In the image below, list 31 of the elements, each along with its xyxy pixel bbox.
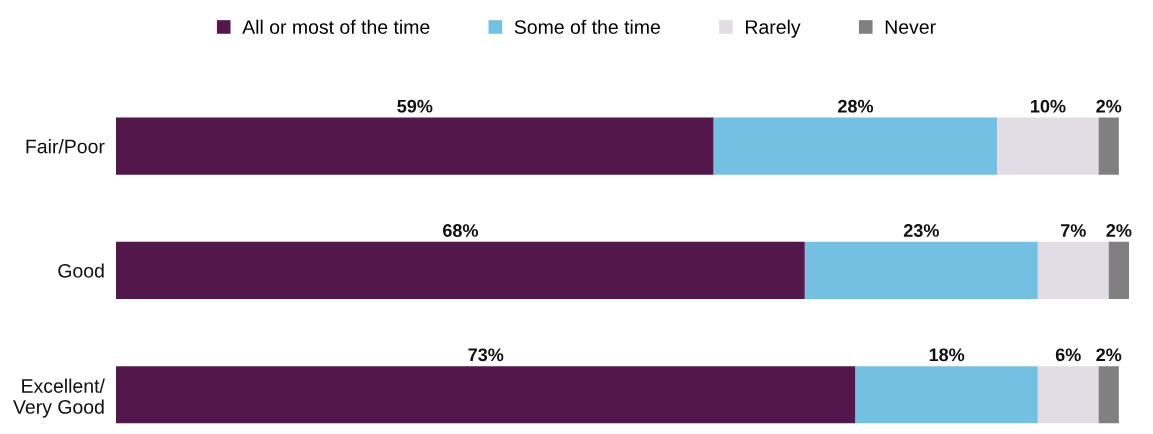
bar (1098, 366, 1119, 424)
legend-label: All or most of the time (242, 19, 430, 34)
bar (1037, 366, 1099, 424)
legend-label: Rarely (746, 19, 801, 38)
bar (804, 241, 1038, 300)
data-label: 2% (1106, 224, 1132, 237)
bar (713, 117, 998, 175)
data-label: 2% (1096, 99, 1122, 113)
bar (1098, 117, 1119, 175)
bar (116, 117, 714, 175)
data-label: 6% (1055, 348, 1081, 362)
data-label: 18% (929, 348, 965, 362)
data-label: 2% (1096, 348, 1122, 362)
data-label: 7% (1061, 224, 1086, 237)
legend-label: Some of the time (514, 19, 660, 34)
data-label: 10% (1031, 99, 1066, 113)
y-tick-label: Good (58, 263, 104, 278)
y-tick-label: Excellent/ Very Good (13, 378, 105, 418)
data-label: 59% (397, 99, 433, 113)
bar (1108, 241, 1129, 300)
bar (116, 366, 856, 424)
bar (116, 241, 805, 300)
data-label: 68% (443, 224, 479, 237)
bar (1037, 241, 1109, 300)
data-label: 73% (468, 348, 504, 362)
data-label: 23% (903, 224, 939, 237)
y-tick-label: Fair/Poor (26, 139, 105, 154)
legend-label: Never (885, 20, 936, 34)
bar (997, 117, 1099, 175)
bar (855, 366, 1038, 424)
data-label: 28% (838, 99, 874, 113)
